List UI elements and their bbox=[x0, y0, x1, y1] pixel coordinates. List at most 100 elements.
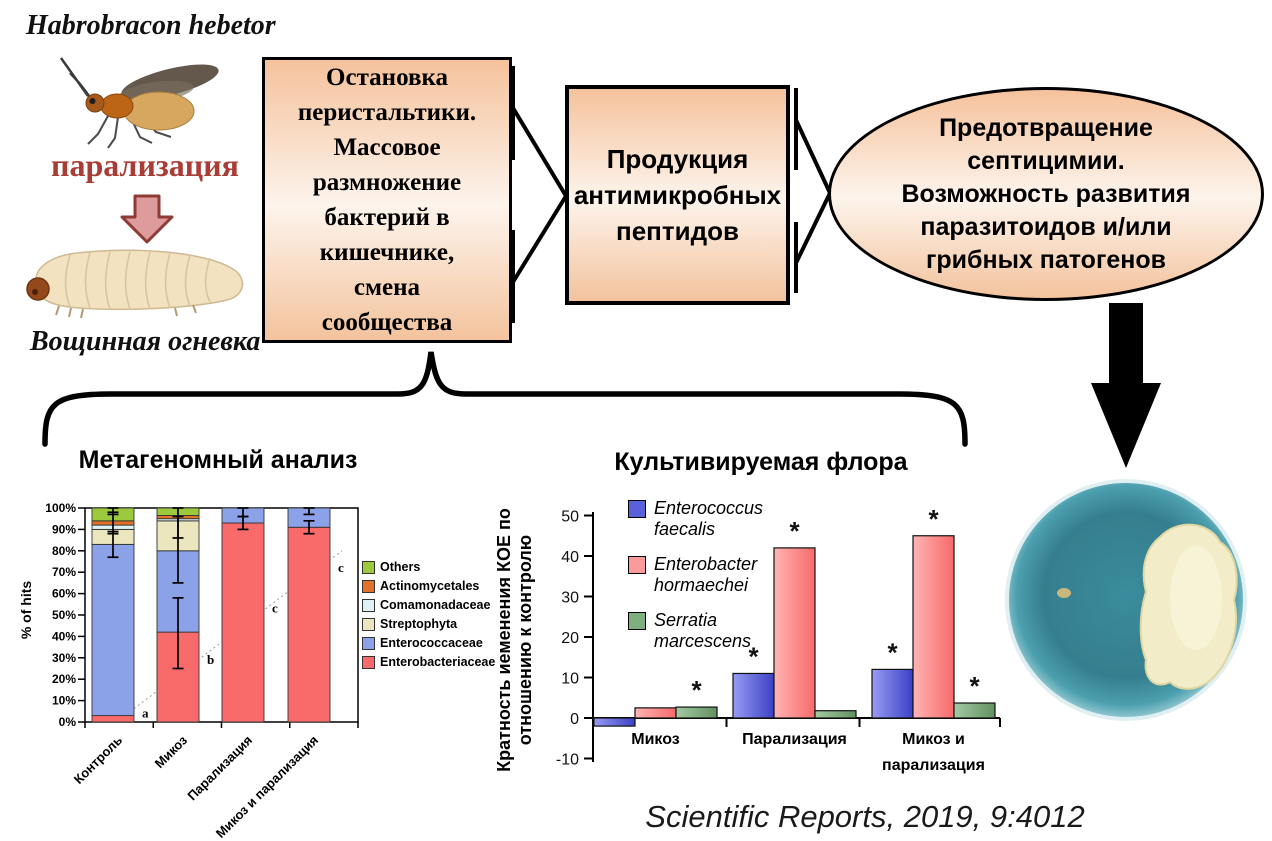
legend-swatch bbox=[628, 556, 646, 574]
flow-ellipse-text-line: грибных патогенов bbox=[925, 245, 1167, 274]
grouped-bar bbox=[593, 717, 636, 727]
svg-text:0%: 0% bbox=[59, 715, 77, 729]
legend-item: Comamonadaceae bbox=[362, 598, 495, 612]
legend-label: Actinomycetales bbox=[380, 579, 480, 593]
svg-text:Микоз и: Микоз и bbox=[902, 731, 965, 748]
grouped-bar bbox=[814, 710, 857, 719]
flow-ellipse-text-line: Предотвращение bbox=[939, 113, 1153, 142]
grouped-bar bbox=[732, 672, 775, 719]
flow-ellipse-text-line: паразитоидов и/или bbox=[920, 212, 1172, 241]
legend-swatch bbox=[362, 655, 375, 669]
legend-swatch bbox=[362, 598, 375, 612]
svg-text:40: 40 bbox=[561, 549, 579, 566]
flow-box-text-line: размножение bbox=[312, 169, 462, 196]
legend-label: Enterococcus faecalis bbox=[654, 498, 764, 539]
legend-swatch bbox=[628, 612, 646, 630]
svg-text:c: c bbox=[272, 601, 278, 616]
svg-text:10: 10 bbox=[561, 671, 579, 688]
flow-box-text-line: антимикробных bbox=[573, 180, 782, 210]
svg-text:40%: 40% bbox=[52, 629, 76, 643]
svg-text:-10: -10 bbox=[556, 752, 579, 769]
stacked-bar-segment bbox=[91, 543, 135, 717]
curly-brace bbox=[42, 351, 968, 447]
svg-text:50%: 50% bbox=[52, 608, 76, 622]
paralysis-label: парализация bbox=[51, 147, 239, 183]
legend-item: Enterobacteriaceae bbox=[362, 655, 495, 669]
flow-box-amp-production: Продукция антимикробных пептидов bbox=[565, 85, 790, 305]
svg-text:Микоз: Микоз bbox=[631, 731, 680, 748]
legend-swatch bbox=[362, 560, 375, 574]
grouped-bar bbox=[953, 702, 996, 719]
svg-text:*: * bbox=[887, 637, 898, 667]
svg-text:20: 20 bbox=[561, 630, 579, 647]
svg-text:парализация: парализация bbox=[882, 757, 985, 774]
red-down-arrow bbox=[120, 194, 174, 244]
legend-item: Others bbox=[362, 560, 495, 574]
legend-item: Serratia marcescens bbox=[628, 610, 763, 652]
flow-box-gut-changes: Остановка перистальтики. Массовое размно… bbox=[262, 57, 512, 343]
stacked-bar-segment bbox=[91, 715, 135, 723]
legend-item: Enterococcus faecalis bbox=[628, 498, 763, 540]
legend-swatch bbox=[362, 579, 375, 593]
flow-box-text-line: Массовое bbox=[333, 134, 441, 161]
svg-text:Парализация: Парализация bbox=[742, 731, 847, 748]
svg-text:*: * bbox=[969, 671, 980, 701]
legend-label: Enterococcaceae bbox=[380, 636, 483, 650]
grouped-bar bbox=[675, 706, 718, 719]
flow-box-text-line: Остановка bbox=[326, 64, 448, 91]
legend-item: Enterobacter hormaechei bbox=[628, 554, 763, 596]
flow-box-text-line: смена bbox=[353, 274, 421, 301]
svg-text:60%: 60% bbox=[52, 587, 76, 601]
flow-box-text-line: сообщества bbox=[321, 309, 453, 336]
legend-item: Streptophyta bbox=[362, 617, 495, 631]
flow-ellipse-text-line: септицимии. bbox=[967, 146, 1125, 175]
flow-box-text-line: бактерий в bbox=[324, 204, 450, 231]
flow-ellipse-outcome: Предотвращение септицимии. Возможность р… bbox=[828, 87, 1264, 301]
svg-text:10%: 10% bbox=[52, 694, 76, 708]
parasitoid-name-label: Habrobracon hebetor bbox=[26, 10, 276, 41]
stacked-bar-segment bbox=[287, 526, 331, 723]
citation: Scientific Reports, 2019, 9:4012 bbox=[645, 799, 1085, 834]
svg-text:Контроль: Контроль bbox=[71, 733, 125, 787]
petri-dish-illustration bbox=[1005, 479, 1247, 721]
legend-swatch bbox=[628, 500, 646, 518]
svg-text:70%: 70% bbox=[52, 565, 76, 579]
legend-swatch bbox=[362, 636, 375, 650]
flow-box-text-line: пептидов bbox=[616, 216, 739, 246]
grouped-bar bbox=[634, 707, 677, 719]
stacked-bar-segment bbox=[221, 522, 265, 723]
grouped-bar bbox=[871, 668, 914, 719]
legend-label: Comamonadaceae bbox=[380, 598, 491, 612]
black-down-arrow bbox=[1091, 303, 1161, 468]
metagenomic-chart-legend: Others Actinomycetales Comamonadaceae Strep… bbox=[362, 560, 495, 669]
flow-ellipse-text-line: Возможность развития bbox=[901, 179, 1191, 208]
legend-label: Serratia marcescens bbox=[654, 610, 752, 651]
legend-swatch bbox=[362, 617, 375, 631]
grouped-bar bbox=[773, 547, 816, 719]
svg-text:Микоз: Микоз bbox=[152, 732, 191, 771]
host-name-label: Вощинная огневка bbox=[30, 326, 261, 357]
svg-text:b: b bbox=[207, 652, 214, 667]
svg-text:100%: 100% bbox=[45, 501, 76, 515]
legend-label: Streptophyta bbox=[380, 617, 458, 631]
legend-label: Enterobacteriaceae bbox=[380, 655, 496, 669]
svg-text:c: c bbox=[338, 560, 344, 575]
svg-text:Парализация: Парализация bbox=[184, 733, 255, 804]
legend-label: Enterobacter hormaechei bbox=[654, 554, 758, 595]
svg-text:30%: 30% bbox=[52, 651, 76, 665]
svg-text:*: * bbox=[789, 516, 800, 546]
svg-text:50: 50 bbox=[561, 509, 579, 526]
chevron-connector-1 bbox=[511, 66, 568, 323]
grouped-bar bbox=[912, 535, 955, 719]
svg-text:*: * bbox=[691, 675, 702, 705]
larva-photo-illustration bbox=[26, 249, 244, 319]
flow-box-text-line: Продукция bbox=[606, 144, 749, 174]
legend-item: Actinomycetales bbox=[362, 579, 495, 593]
svg-text:a: a bbox=[142, 705, 149, 720]
svg-text:0: 0 bbox=[570, 711, 579, 728]
svg-text:*: * bbox=[928, 504, 939, 534]
flow-box-text-line: перистальтики. bbox=[297, 99, 477, 126]
wasp-photo-illustration bbox=[59, 57, 219, 149]
cultured-flora-section-title: Культивируемая флора bbox=[614, 448, 908, 476]
